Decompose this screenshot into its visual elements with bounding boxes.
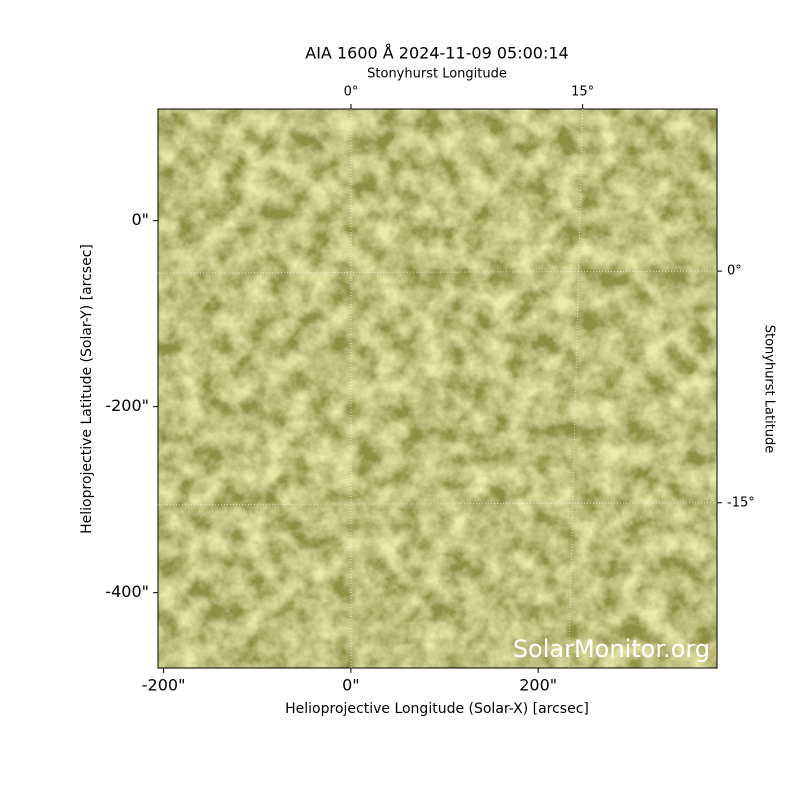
watermark: SolarMonitor.org: [513, 635, 710, 663]
x-tick-label: -200": [142, 676, 186, 695]
y-tick-label: -400": [105, 582, 149, 601]
x2-tick-label: 15°: [571, 85, 594, 100]
lon-grid-line: [568, 108, 584, 669]
y-tick-label: 0": [131, 210, 149, 229]
plot-frame: [157, 108, 718, 669]
y-axis-label: Helioprojective Latitude (Solar-Y) [arcs…: [79, 244, 95, 534]
y2-tick-label: 0°: [727, 264, 742, 279]
x-axis-label: Helioprojective Longitude (Solar-X) [arc…: [285, 701, 589, 717]
x-tick-label: 0": [342, 676, 360, 695]
x2-tick-label: 0°: [344, 85, 359, 100]
y-tick-label: -200": [105, 396, 149, 415]
x2-axis-label: Stonyhurst Longitude: [367, 67, 507, 82]
y2-tick-label: -15°: [727, 495, 755, 510]
x-tick-label: 200": [519, 676, 557, 695]
lat-grid-line: [157, 502, 718, 506]
y2-axis-label: Stonyhurst Latitude: [762, 325, 777, 454]
lat-grid-line: [157, 270, 718, 274]
chart-title: AIA 1600 Å 2024-11-09 05:00:14: [305, 44, 568, 63]
solar-image: [158, 109, 717, 668]
